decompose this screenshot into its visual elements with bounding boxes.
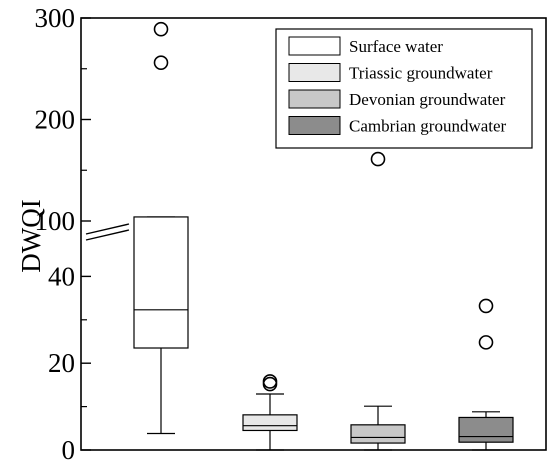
outlier-point <box>153 55 169 70</box>
legend-swatch-cambrian-groundwater <box>288 116 341 135</box>
outlier-point <box>262 374 278 389</box>
legend-label-cambrian-groundwater: Cambrian groundwater <box>349 117 507 136</box>
legend-label-surface-water: Surface water <box>349 37 443 56</box>
box-iqr <box>133 216 189 349</box>
y-tick-label: 40 <box>48 261 75 291</box>
y-tick-label: 100 <box>35 206 76 236</box>
y-axis-title: DWQI <box>16 199 46 272</box>
legend-swatch-surface-water <box>288 36 341 56</box>
legend-swatch-devonian-groundwater <box>288 89 341 109</box>
legend-label-triassic-groundwater: Triassic groundwater <box>349 64 493 83</box>
box-iqr <box>350 424 406 444</box>
plot-area: 0 20 40 100 200 300 <box>35 3 547 465</box>
plot-frame <box>80 17 547 451</box>
box-iqr <box>242 414 298 432</box>
box-surface-water <box>133 21 189 435</box>
y-tick-label: 0 <box>62 435 76 465</box>
legend: Surface water Triassic groundwater Devonia… <box>275 28 533 149</box>
legend-swatch-triassic-groundwater <box>288 63 341 82</box>
outlier-point <box>370 151 386 167</box>
y-tick-label: 300 <box>35 3 76 33</box>
box-devonian-groundwater <box>350 151 406 451</box>
box-cambrian-groundwater <box>458 298 514 451</box>
box-triassic-groundwater <box>242 374 298 451</box>
outlier-point <box>478 298 494 314</box>
axis-break-mark <box>85 229 130 241</box>
legend-label-devonian-groundwater: Devonian groundwater <box>349 90 506 109</box>
axis-break-mark <box>85 223 130 235</box>
y-tick-label: 200 <box>35 105 76 135</box>
outlier-point <box>153 21 169 37</box>
outlier-point <box>478 335 494 350</box>
box-iqr <box>458 416 514 443</box>
y-tick-label: 20 <box>48 348 75 378</box>
